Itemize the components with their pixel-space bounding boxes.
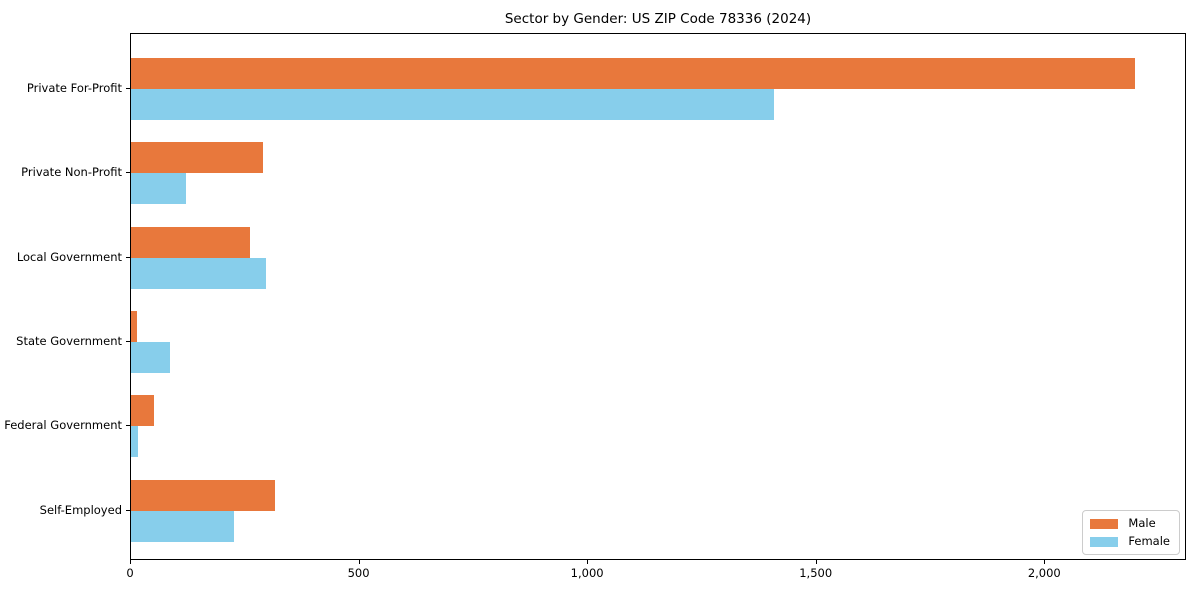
plot-area: Male Female (130, 33, 1186, 560)
bar-female-local-government (131, 257, 266, 289)
bar-male-private-non-profit (131, 142, 264, 174)
y-axis-tick-private-for-profit (126, 88, 130, 89)
bar-male-self-employed (131, 479, 275, 511)
y-axis-tick-private-non-profit (126, 172, 130, 174)
x-axis-label-0: 0 (126, 566, 134, 580)
legend-label-male: Male (1128, 516, 1156, 530)
legend-entry-male: Male (1090, 517, 1170, 530)
bar-female-private-for-profit (131, 89, 775, 120)
y-axis-label-federal-government: Federal Government (4, 418, 122, 433)
chart-title: Sector by Gender: US ZIP Code 78336 (202… (504, 11, 812, 27)
bar-male-private-for-profit (131, 58, 1135, 89)
y-axis-label-state-government: State Government (16, 333, 122, 348)
x-axis-label-1-000: 1,000 (570, 566, 604, 580)
bar-female-self-employed (131, 510, 234, 542)
bar-female-federal-government (131, 426, 138, 458)
y-axis-label-self-employed: Self-Employed (39, 502, 122, 517)
legend-label-female: Female (1128, 534, 1170, 548)
x-axis-label-500: 500 (347, 566, 370, 580)
y-axis-label-local-government: Local Government (16, 249, 122, 264)
bar-male-local-government (131, 226, 250, 258)
x-axis-label-2-000: 2,000 (1027, 566, 1061, 580)
x-axis-tick-500 (358, 560, 360, 564)
x-axis-tick-1-500 (815, 560, 817, 564)
y-axis-tick-federal-government (126, 425, 130, 427)
bar-male-state-government (131, 310, 137, 342)
y-axis-tick-self-employed (126, 509, 130, 511)
legend-entry-female: Female (1090, 535, 1170, 548)
x-axis-tick-2-000 (1044, 560, 1046, 564)
bar-female-private-non-profit (131, 173, 186, 205)
x-axis-tick-0 (130, 560, 131, 564)
x-axis-label-1-500: 1,500 (799, 566, 833, 580)
y-axis-tick-local-government (126, 256, 130, 258)
x-axis-tick-1-000 (587, 560, 589, 564)
y-axis-label-private-for-profit: Private For-Profit (26, 81, 122, 95)
y-axis-label-private-non-profit: Private Non-Profit (21, 165, 122, 180)
bar-female-state-government (131, 341, 170, 373)
legend: Male Female (1082, 510, 1180, 555)
y-axis-tick-state-government (126, 340, 130, 342)
legend-swatch-female (1090, 536, 1119, 547)
legend-swatch-male (1090, 518, 1119, 529)
bar-male-federal-government (131, 395, 154, 427)
